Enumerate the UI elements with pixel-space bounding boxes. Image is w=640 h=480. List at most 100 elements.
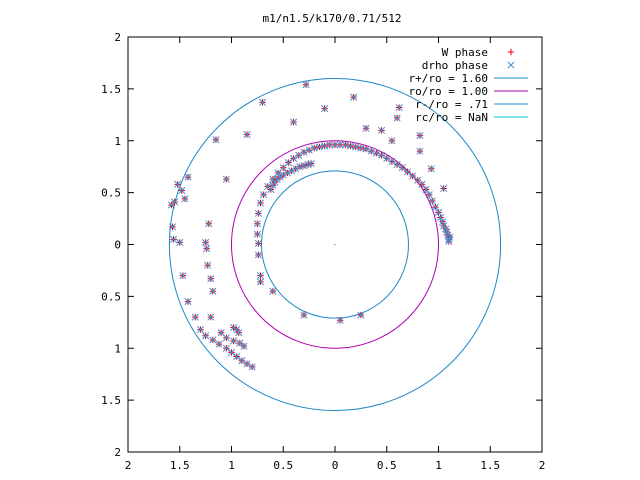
axis-ticks: 2 1.5 1 0.5 0 0.5 1 1.5 221.510.500.511.52	[101, 31, 545, 472]
drho-phase-point-80	[393, 114, 401, 122]
drho-phase-point-65	[256, 272, 265, 280]
drho-phase-point-19	[393, 161, 401, 169]
drho-phase-point-6	[440, 222, 448, 230]
drho-phase-point-8	[437, 213, 445, 222]
drho-phase-point-10	[431, 203, 439, 211]
drho-phase-point-89	[184, 173, 192, 181]
center-dot	[334, 243, 336, 246]
drho-phase-point-29	[341, 141, 349, 149]
drho-phase-point-68	[336, 316, 344, 324]
x-tick-label-7: 1.5	[480, 459, 500, 472]
drho-phase-point-63	[267, 185, 275, 194]
drho-phase-point-110	[222, 344, 230, 352]
drho-phase-point-124	[233, 326, 241, 334]
drho-phase-point-71	[350, 93, 358, 101]
drho-phase-point-92	[167, 201, 176, 209]
drho-phase-point-66	[269, 287, 277, 295]
drho-phase-point-79	[302, 81, 310, 89]
legend-label-1: drho phase	[422, 59, 488, 72]
data-points	[167, 81, 454, 371]
drho-phase-point-48	[253, 220, 261, 228]
drho-phase-point-115	[248, 363, 256, 371]
drho-phase-point-49	[253, 230, 261, 238]
drho-phase-point-113	[238, 357, 246, 365]
drho-phase-point-104	[184, 298, 192, 306]
x-tick-label-2: 1	[228, 459, 235, 472]
legend-swatch-0	[507, 48, 515, 56]
drho-phase-point-112	[233, 352, 241, 361]
drho-phase-point-21	[383, 154, 391, 162]
drho-phase-point-23	[372, 149, 380, 157]
drho-phase-point-122	[230, 323, 238, 332]
x-tick-label-6: 1	[435, 459, 442, 472]
drho-phase-point-119	[236, 339, 244, 347]
y-tick-label-7: 1.5	[101, 394, 121, 407]
drho-phase-point-15	[414, 176, 422, 184]
drho-phase-point-1	[445, 235, 453, 243]
drho-phase-point-111	[227, 348, 236, 356]
drho-phase-point-16	[409, 172, 417, 180]
x-tick-label-0: 2	[125, 459, 132, 472]
drho-phase-point-105	[191, 313, 199, 321]
drho-phase-point-9	[434, 208, 443, 216]
y-tick-label-5: 0.5	[101, 290, 121, 303]
drho-phase-point-82	[258, 98, 267, 106]
drho-phase-point-69	[357, 311, 365, 319]
drho-phase-point-64	[254, 251, 262, 259]
drho-phase-point-85	[212, 136, 220, 144]
drho-phase-point-17	[403, 168, 412, 176]
drho-phase-point-18	[398, 164, 406, 172]
drho-phase-point-100	[207, 275, 215, 283]
drho-phase-point-37	[300, 148, 308, 156]
drho-phase-point-84	[243, 130, 251, 139]
drho-phase-point-117	[222, 334, 230, 342]
drho-phase-point-88	[178, 186, 186, 195]
y-tick-label-2: 1	[114, 135, 121, 148]
drho-phase-point-24	[367, 147, 375, 155]
y-tick-label-6: 1	[114, 342, 121, 355]
y-tick-label-0: 2	[114, 31, 121, 44]
drho-phase-point-120	[240, 342, 248, 350]
drho-phase-point-57	[283, 169, 291, 177]
drho-phase-point-53	[300, 162, 308, 170]
legend-label-0: W phase	[442, 46, 488, 59]
drho-phase-point-45	[260, 191, 268, 199]
drho-phase-point-62	[269, 181, 277, 189]
drho-phase-point-13	[422, 185, 430, 194]
drho-phase-point-7	[439, 218, 447, 226]
drho-phase-point-101	[209, 287, 217, 295]
drho-phase-point-22	[378, 151, 386, 159]
y-tick-label-3: 0.5	[101, 187, 121, 200]
legend-swatch-1	[507, 61, 515, 69]
circle-0	[168, 78, 502, 411]
drho-phase-point-72	[362, 124, 370, 132]
drho-phase-point-67	[300, 311, 308, 319]
drho-phase-point-60	[273, 175, 281, 183]
y-tick-label-1: 1.5	[101, 83, 121, 96]
chart-title: m1/n1.5/k170/0.71/512	[262, 12, 401, 25]
drho-phase-point-54	[296, 163, 304, 171]
drho-phase-point-50	[254, 239, 262, 248]
x-tick-label-4: 0	[332, 459, 339, 472]
drho-phase-point-96	[205, 220, 213, 228]
drho-phase-point-12	[425, 191, 433, 199]
drho-phase-point-90	[174, 180, 182, 188]
drho-phase-point-106	[196, 326, 205, 334]
drho-phase-point-56	[287, 167, 296, 175]
drho-phase-point-123	[256, 278, 265, 286]
drho-phase-point-61	[271, 178, 279, 186]
circle-2	[261, 170, 409, 319]
drho-phase-point-99	[204, 261, 212, 269]
drho-phase-point-20	[388, 157, 396, 166]
drho-phase-point-75	[427, 165, 435, 173]
drho-phase-point-95	[176, 238, 184, 246]
drho-phase-point-70	[321, 105, 329, 113]
drho-phase-point-107	[202, 332, 210, 340]
legend-label-4: r-/ro = .71	[415, 98, 488, 111]
legend-label-3: ro/ro = 1.00	[409, 85, 488, 98]
drho-phase-point-114	[243, 360, 251, 368]
drho-phase-point-55	[292, 165, 300, 173]
drho-phase-point-38	[295, 151, 303, 159]
drho-phase-point-52	[304, 161, 312, 169]
